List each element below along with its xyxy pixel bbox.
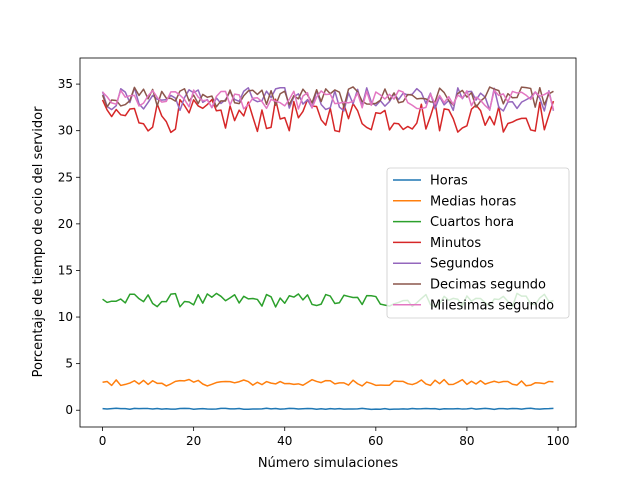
series-layer xyxy=(101,86,555,411)
x-tick-label: 40 xyxy=(277,434,292,448)
legend-label: Minutos xyxy=(430,236,481,251)
y-tick-label: 20 xyxy=(58,217,73,231)
x-axis-label: Número simulaciones xyxy=(258,456,399,471)
series-line-5 xyxy=(101,86,554,108)
y-tick-label: 30 xyxy=(58,124,73,138)
y-tick-label: 35 xyxy=(58,77,73,91)
y-tick-label: 25 xyxy=(58,170,73,184)
x-tick-label: 100 xyxy=(547,434,570,448)
x-axis: 0 20 40 60 80 100 xyxy=(99,427,570,448)
y-axis-label: Porcentaje de tiempo de ocio del servido… xyxy=(31,106,46,377)
series-line-1 xyxy=(102,378,554,387)
series-line-3 xyxy=(101,98,555,134)
legend-label: Cuartos hora xyxy=(430,215,514,230)
y-tick-label: 5 xyxy=(65,357,73,371)
y-tick-label: 15 xyxy=(58,263,73,277)
legend-label: Horas xyxy=(430,174,468,189)
y-tick-label: 10 xyxy=(58,310,73,324)
plot-frame xyxy=(79,57,577,428)
y-axis: 0 5 10 15 20 25 30 35 xyxy=(58,77,80,417)
x-tick-label: 80 xyxy=(459,434,474,448)
x-tick-label: 0 xyxy=(99,434,107,448)
legend-label: Medias horas xyxy=(430,194,516,209)
legend-label: Milesimas segundo xyxy=(430,298,554,313)
legend-box xyxy=(386,167,570,319)
series-line-0 xyxy=(102,407,554,411)
x-tick-label: 60 xyxy=(368,434,383,448)
legend-label: Segundos xyxy=(430,257,494,272)
x-tick-label: 20 xyxy=(186,434,201,448)
legend: Horas Medias horas Cuartos hora Minutos Segu… xyxy=(386,167,570,319)
series-line-6 xyxy=(102,89,555,111)
series-line-4 xyxy=(101,87,555,112)
legend-label: Decimas segundo xyxy=(430,278,546,293)
y-tick-label: 0 xyxy=(65,403,73,417)
